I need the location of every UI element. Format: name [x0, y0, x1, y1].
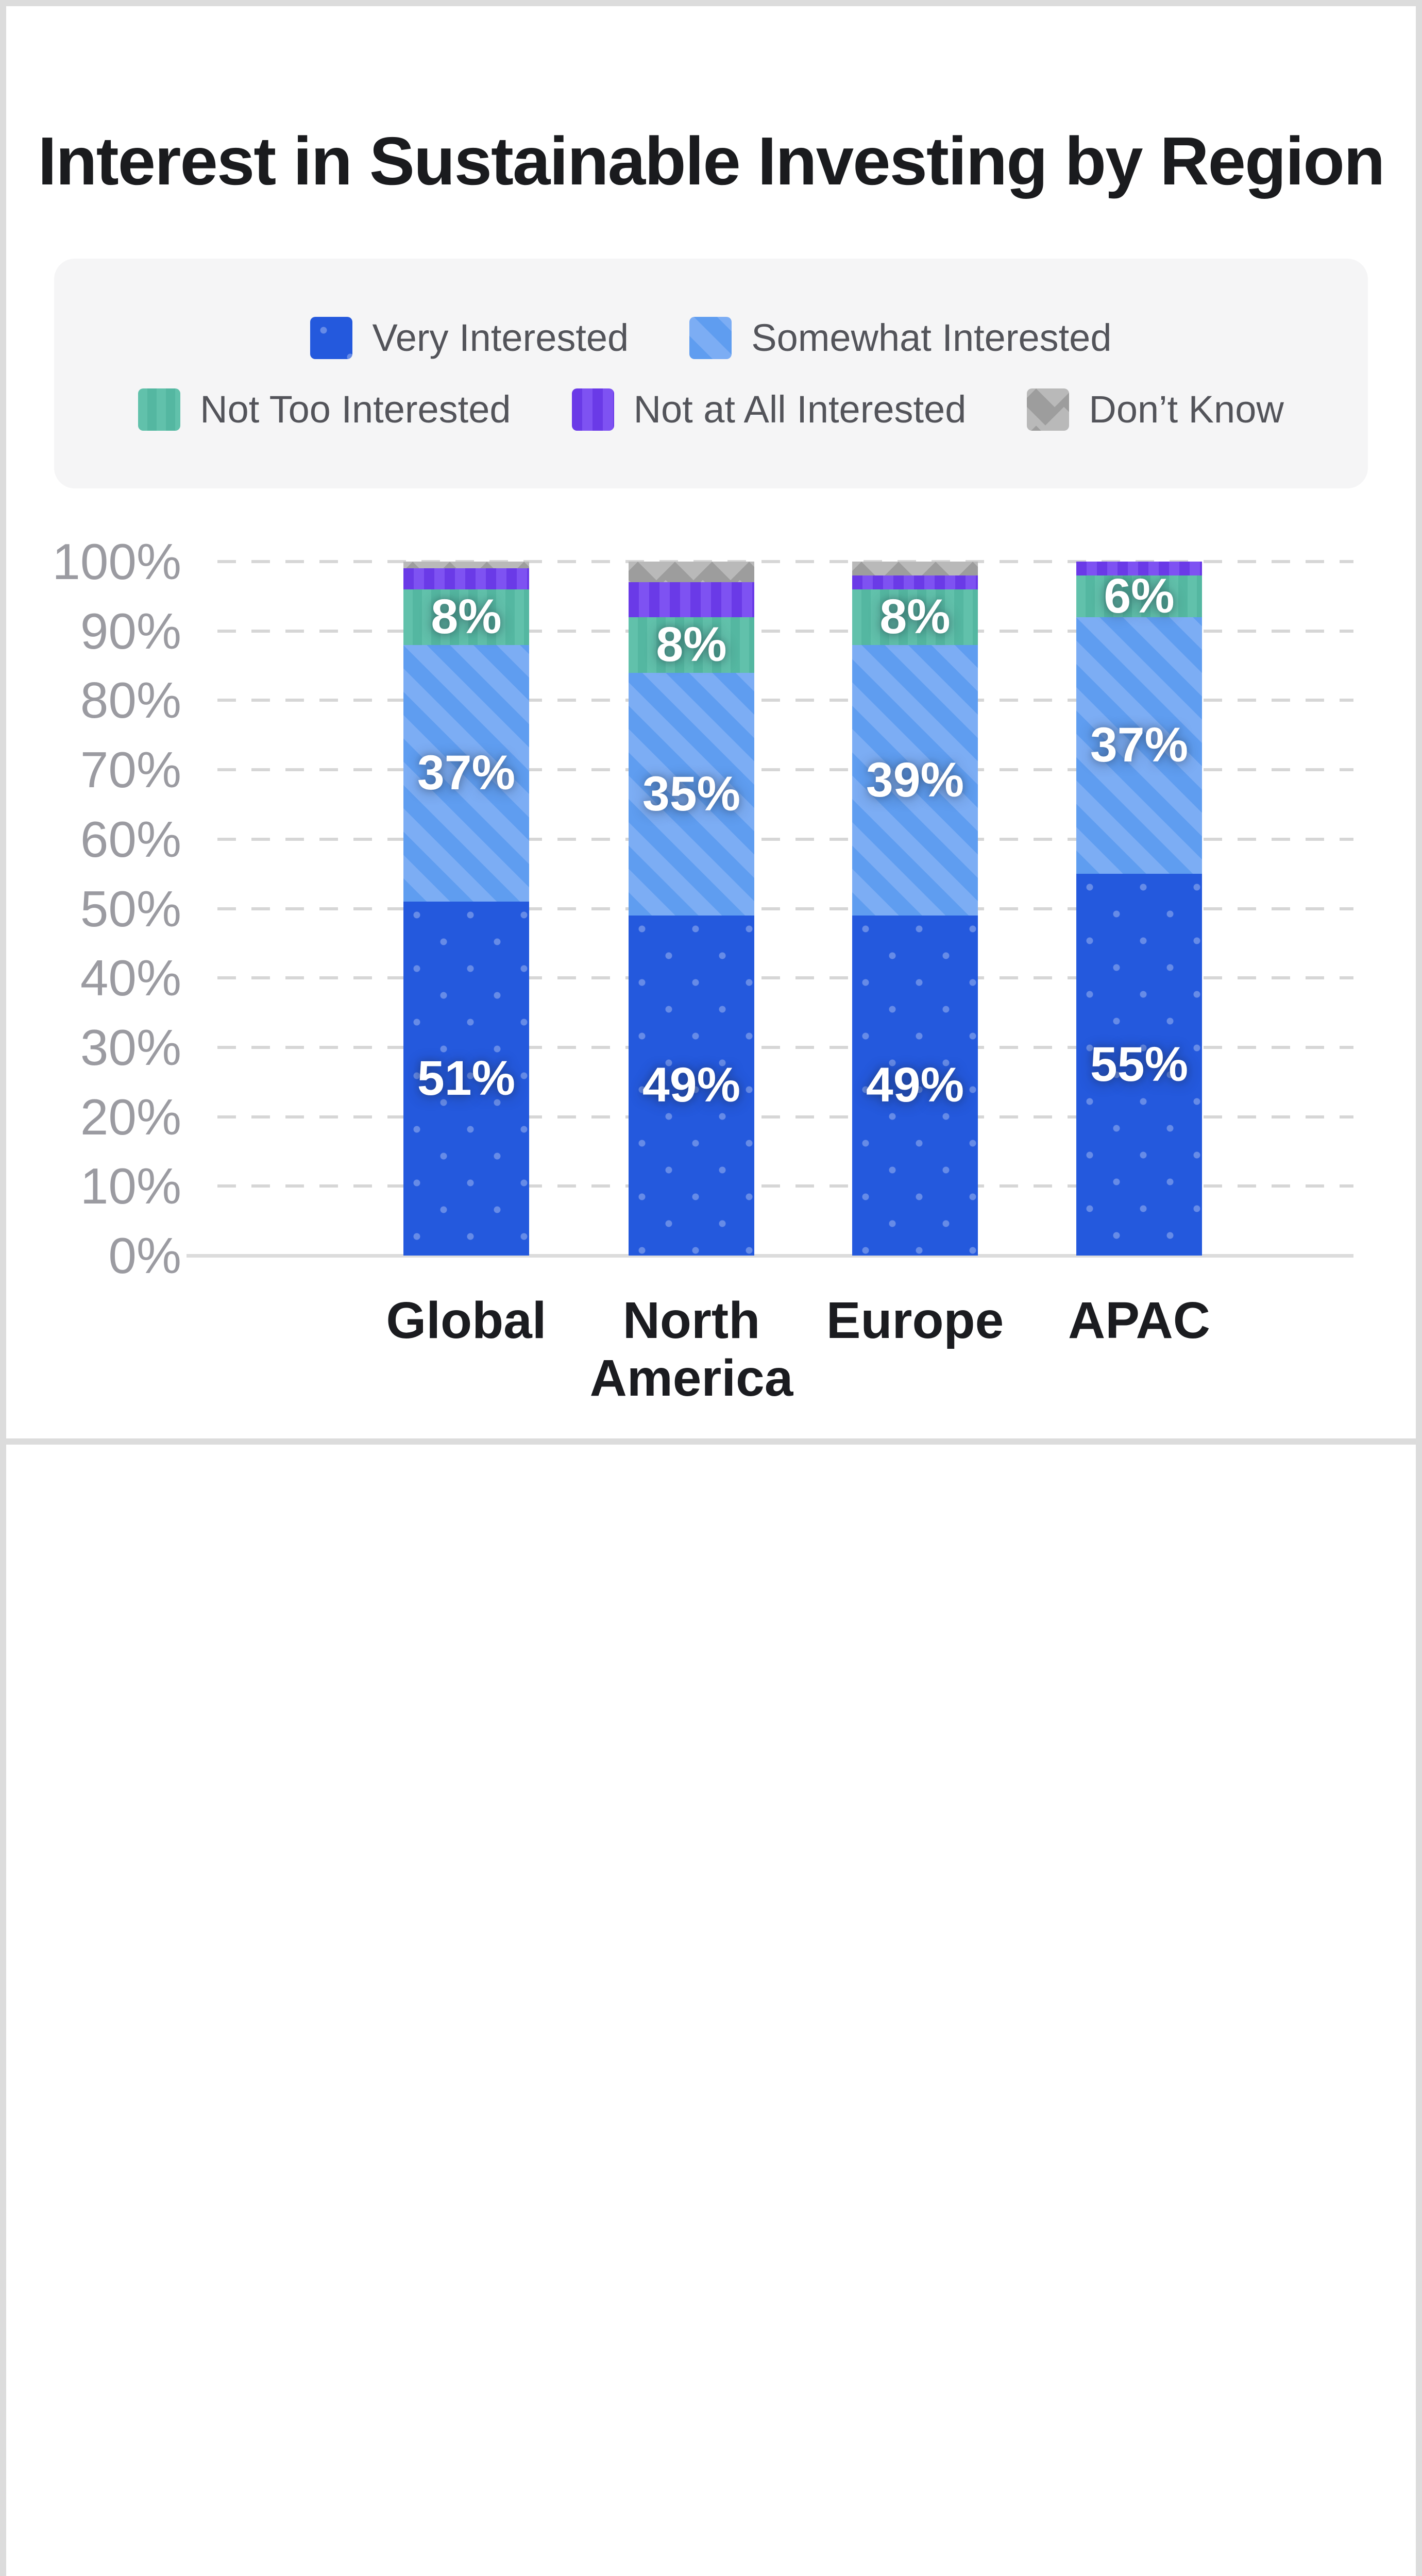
y-tick-label: 30%	[80, 1019, 181, 1076]
chart1-title: Interest in Sustainable Investing by Reg…	[38, 123, 1385, 199]
x-category-label: North America	[589, 1292, 793, 1407]
legend-swatch	[689, 316, 732, 359]
legend-item-label: Don’t Know	[1089, 388, 1284, 431]
x-category-label: Global	[386, 1292, 547, 1349]
bar-segment: 8%	[852, 589, 978, 645]
legend-item-label: Very Interested	[372, 316, 629, 359]
gridline-h	[217, 699, 1353, 702]
chart2-card: Interest in Sustainable Investing(Very +…	[6, 1445, 1416, 2576]
chart1-plot: 51% 37% 8% 49% 35% 8% 49% 39% 8% 55% 37% 6%	[187, 560, 1353, 1258]
value-label: 37%	[417, 745, 516, 801]
bar-segment	[403, 562, 529, 569]
y-tick-label: 70%	[80, 741, 181, 799]
value-label: 51%	[417, 1051, 516, 1106]
gridline-h	[217, 629, 1353, 633]
chart1-card: Interest in Sustainable Investing by Reg…	[6, 6, 1416, 1438]
y-tick-label: 100%	[52, 533, 181, 590]
gridline-h	[217, 1115, 1353, 1118]
bar-segment: 8%	[403, 589, 529, 645]
value-label: 8%	[656, 617, 727, 672]
bar-segment: 49%	[852, 915, 978, 1256]
y-tick-label: 90%	[80, 602, 181, 659]
chart1-legend: Very Interested Somewhat Interested Not To…	[54, 259, 1368, 488]
y-tick-label: 80%	[80, 672, 181, 729]
legend-item: Somewhat Interested	[689, 316, 1112, 360]
gridline-h	[217, 1045, 1353, 1049]
legend-row: Not Too Interested Not at All Interested D…	[138, 387, 1284, 431]
value-label: 49%	[642, 1058, 741, 1113]
legend-swatch	[138, 388, 181, 431]
bar-segment	[1076, 562, 1202, 575]
y-tick-label: 20%	[80, 1088, 181, 1145]
value-label: 55%	[1090, 1037, 1189, 1092]
bar-segment	[629, 582, 754, 617]
section-divider	[6, 1438, 1416, 1445]
legend-row: Very Interested Somewhat Interested	[310, 316, 1112, 360]
value-label: 35%	[642, 766, 741, 821]
x-category-label: APAC	[1068, 1292, 1210, 1349]
gridline-h	[217, 976, 1353, 980]
gridline-h	[217, 837, 1353, 841]
x-category-label: Europe	[826, 1292, 1004, 1349]
bar-segment: 37%	[1076, 617, 1202, 874]
legend-item: Not at All Interested	[571, 387, 967, 431]
legend-swatch	[1027, 388, 1070, 431]
y-tick-label: 40%	[80, 950, 181, 1007]
legend-item-label: Not at All Interested	[633, 388, 967, 431]
bar-segment: 51%	[403, 902, 529, 1256]
bar-segment: 55%	[1076, 874, 1202, 1256]
gridline-h	[217, 560, 1353, 563]
value-label: 49%	[866, 1058, 964, 1113]
legend-item: Don’t Know	[1027, 387, 1284, 431]
value-label: 39%	[866, 752, 964, 807]
bar-segment	[852, 562, 978, 575]
value-label: 8%	[879, 589, 951, 645]
gridline-h	[217, 1184, 1353, 1188]
legend-swatch	[310, 316, 353, 359]
gridline-h	[217, 907, 1353, 910]
y-tick-label: 60%	[80, 810, 181, 868]
bar-segment	[852, 575, 978, 589]
gridline-h	[217, 768, 1353, 772]
bar-segment: 35%	[629, 672, 754, 916]
x-axis-line	[187, 1254, 1353, 1258]
bar-segment	[403, 568, 529, 589]
bar-segment	[629, 562, 754, 583]
y-tick-label: 10%	[80, 1158, 181, 1215]
value-label: 37%	[1090, 718, 1189, 773]
y-tick-label: 0%	[108, 1227, 181, 1284]
legend-item-label: Not Too Interested	[200, 388, 511, 431]
legend-item: Not Too Interested	[138, 387, 511, 431]
value-label: 6%	[1104, 568, 1175, 623]
legend-item-label: Somewhat Interested	[751, 316, 1112, 359]
y-tick-label: 50%	[80, 880, 181, 937]
bar-segment: 6%	[1076, 569, 1202, 623]
value-label: 8%	[431, 589, 502, 645]
bar-segment: 39%	[852, 645, 978, 916]
bar-segment: 37%	[403, 645, 529, 902]
legend-item: Very Interested	[310, 316, 629, 360]
bar-segment: 8%	[629, 617, 754, 673]
bar-segment: 49%	[629, 915, 754, 1256]
legend-swatch	[571, 388, 614, 431]
